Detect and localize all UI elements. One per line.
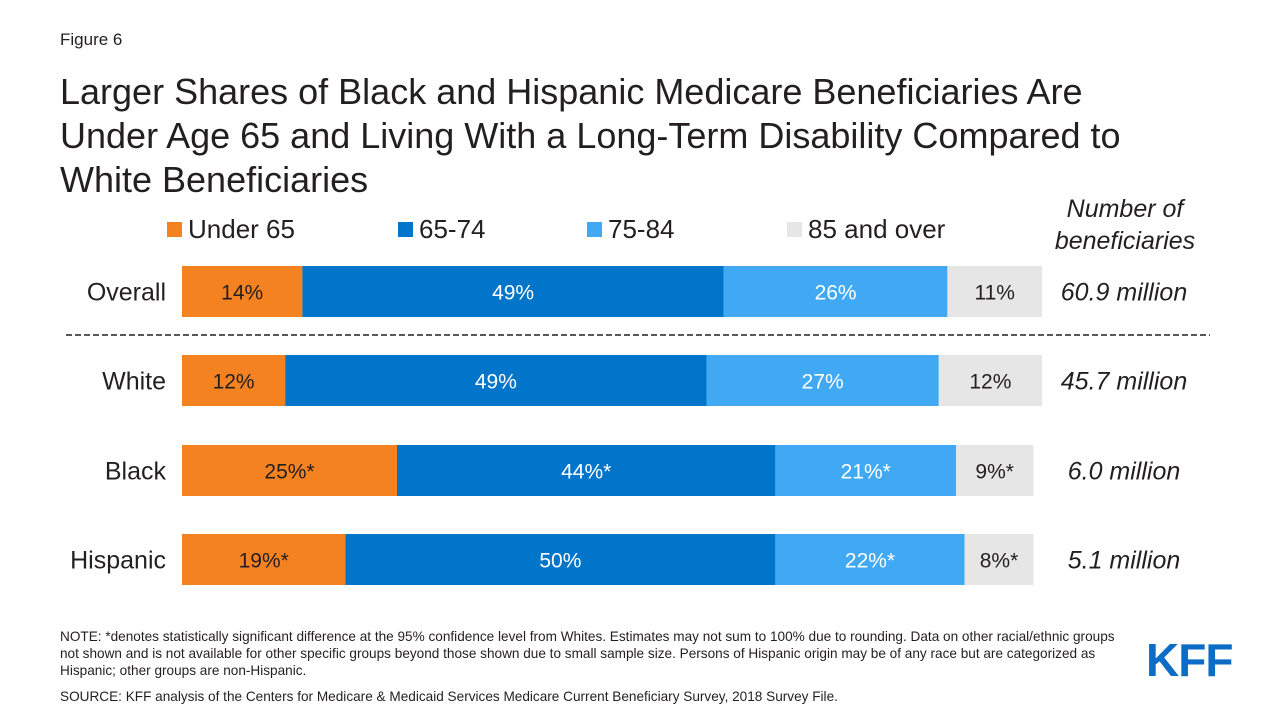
bar-black-under-65 xyxy=(182,445,397,496)
bar-white-75-84 xyxy=(706,355,939,406)
legend-item-under-65: Under 65 xyxy=(167,214,295,245)
figure-label: Figure 6 xyxy=(60,30,123,49)
bar-white-85-and-over xyxy=(938,355,1042,406)
data-label-white-65-74: 49% xyxy=(475,371,517,394)
data-label-black-85-and-over: 9%* xyxy=(975,461,1014,484)
bar-hispanic-75-84 xyxy=(775,534,965,585)
data-label-black-65-74: 44%* xyxy=(561,461,611,484)
data-label-overall-85-and-over: 11% xyxy=(974,282,1014,305)
data-label-hispanic-85-and-over: 8%* xyxy=(980,550,1019,573)
kff-logo: KFF xyxy=(1146,634,1233,686)
category-label-overall: Overall xyxy=(87,279,166,307)
legend-item-85-and-over: 85 and over xyxy=(787,214,945,245)
chart-title: Larger Shares of Black and Hispanic Medi… xyxy=(60,71,1121,200)
data-label-overall-under-65: 14% xyxy=(221,282,263,305)
bar-white-65-74 xyxy=(285,355,707,406)
data-label-overall-75-84: 26% xyxy=(815,282,857,305)
category-label-white: White xyxy=(102,368,166,396)
beneficiaries-hispanic: 5.1 million xyxy=(1068,547,1181,575)
legend-swatch-under-65 xyxy=(167,222,182,237)
bar-hispanic-85-and-over xyxy=(964,534,1034,585)
note-text: NOTE: *denotes statistically significant… xyxy=(60,629,1115,678)
bar-overall-85-and-over xyxy=(947,266,1042,317)
bar-white-under-65 xyxy=(182,355,286,406)
legend-item-75-84: 75-84 xyxy=(587,214,675,245)
stacked-bar-chart: Overall 14% 49% 26% 11% 60.9 million White 12% 4… xyxy=(66,266,1210,585)
beneficiaries-white: 45.7 million xyxy=(1061,368,1187,396)
data-label-black-75-84: 21%* xyxy=(841,461,891,484)
source-text: SOURCE: KFF analysis of the Centers for … xyxy=(60,689,838,704)
legend-item-65-74: 65-74 xyxy=(398,214,486,245)
bar-overall-under-65 xyxy=(182,266,303,317)
legend-label-85-and-over: 85 and over xyxy=(808,214,946,244)
legend-swatch-85-and-over xyxy=(787,222,802,237)
legend-label-under-65: Under 65 xyxy=(188,214,295,244)
category-label-hispanic: Hispanic xyxy=(70,547,166,575)
bar-overall-65-74 xyxy=(302,266,724,317)
data-label-white-75-84: 27% xyxy=(802,371,844,394)
legend-label-65-74: 65-74 xyxy=(419,214,486,244)
data-label-overall-65-74: 49% xyxy=(492,282,534,305)
data-label-hispanic-75-84: 22%* xyxy=(845,550,895,573)
bar-hispanic-65-74 xyxy=(345,534,776,585)
data-label-black-under-65: 25%* xyxy=(264,461,314,484)
bar-hispanic-under-65 xyxy=(182,534,346,585)
legend-swatch-65-74 xyxy=(398,222,413,237)
bar-black-85-and-over xyxy=(956,445,1034,496)
data-label-white-under-65: 12% xyxy=(213,371,255,394)
data-label-hispanic-under-65: 19%* xyxy=(239,550,289,573)
legend-swatch-75-84 xyxy=(587,222,602,237)
beneficiaries-black: 6.0 million xyxy=(1068,458,1181,486)
data-label-hispanic-65-74: 50% xyxy=(539,550,581,573)
beneficiaries-overall: 60.9 million xyxy=(1061,279,1187,307)
data-label-white-85-and-over: 12% xyxy=(969,371,1011,394)
category-label-black: Black xyxy=(105,458,167,486)
bar-black-75-84 xyxy=(775,445,956,496)
number-of-beneficiaries-header: Number of beneficiaries xyxy=(1054,195,1196,255)
bar-black-65-74 xyxy=(397,445,776,496)
legend-label-75-84: 75-84 xyxy=(608,214,675,244)
bar-overall-75-84 xyxy=(723,266,948,317)
